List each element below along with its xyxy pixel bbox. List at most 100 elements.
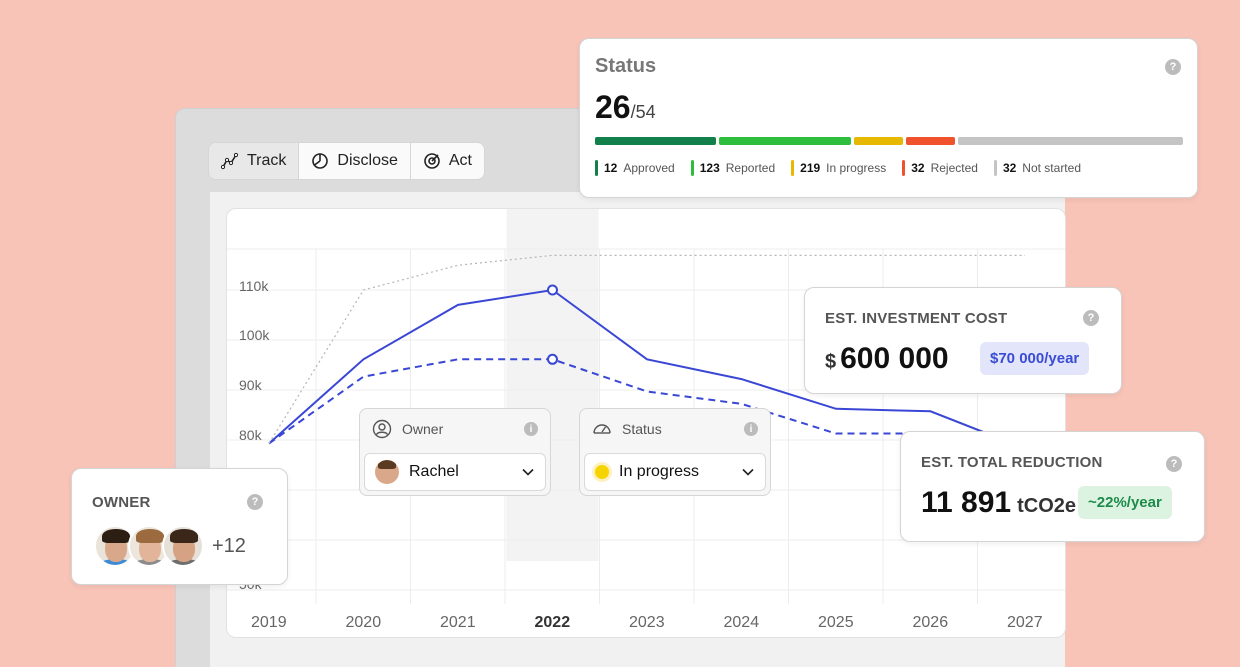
x-tick-label: 2025 <box>818 614 854 631</box>
x-tick-label: 2024 <box>724 614 760 631</box>
series-marker <box>547 353 558 365</box>
y-tick-label: 110k <box>239 278 269 294</box>
x-tick-label: 2022 <box>535 614 571 631</box>
legend-item: 12 Approved <box>595 160 675 176</box>
legend-swatch <box>993 160 997 176</box>
legend-item: 32 Not started <box>993 160 1081 176</box>
help-icon[interactable]: ? <box>1083 310 1099 326</box>
chevron-down-icon <box>742 468 754 476</box>
investment-value: $ 600 000 <box>825 342 949 376</box>
status-legend: 12 Approved 123 Reported 219 In progress 32 Rej… <box>595 160 1081 176</box>
gauge-icon <box>593 424 611 434</box>
owner-filter: Owner i Rachel <box>359 408 551 496</box>
status-count-total: /54 <box>630 102 656 122</box>
status-card: Status ? 26/54 12 Approved 123 Reported 219 I… <box>579 38 1198 198</box>
reduction-value: 11 891 tCO2e <box>921 486 1076 520</box>
status-title: Status <box>595 55 657 77</box>
legend-swatch <box>595 160 598 176</box>
user-circle-icon <box>372 419 392 439</box>
owner-avatars[interactable]: +12 <box>94 525 246 567</box>
view-tabs: Track Disclose Act <box>208 142 485 180</box>
status-count: 26/54 <box>595 89 656 126</box>
tab-disclose[interactable]: Disclose <box>299 143 411 179</box>
investment-amount: 600 000 <box>840 342 949 375</box>
investment-per-year-badge: $70 000/year <box>980 342 1090 375</box>
more-owners-count[interactable]: +12 <box>212 534 246 557</box>
x-tick-label: 2021 <box>440 614 476 631</box>
status-progress-bar <box>595 137 1183 145</box>
legend-count: 32 <box>1002 161 1017 175</box>
avatar <box>375 460 399 484</box>
status-filter-label: Status <box>622 421 662 437</box>
tab-track[interactable]: Track <box>209 143 300 179</box>
x-tick-label: 2023 <box>629 614 665 631</box>
x-tick-label: 2019 <box>251 614 287 631</box>
status-select-value: In progress <box>619 463 700 480</box>
investment-title: EST. INVESTMENT COST <box>825 310 1008 327</box>
legend-count: 12 <box>604 161 618 175</box>
y-tick-label: 100k <box>239 327 270 343</box>
reduction-unit: tCO2e <box>1017 495 1077 517</box>
legend-label: Not started <box>1022 161 1081 175</box>
owner-select[interactable]: Rachel <box>364 453 546 491</box>
legend-count: 219 <box>800 161 821 175</box>
info-icon[interactable]: i <box>524 422 538 436</box>
status-segment <box>854 137 904 145</box>
status-segment <box>595 137 716 145</box>
legend-swatch <box>791 160 795 176</box>
series-line-dashed <box>268 358 1026 460</box>
legend-label: Approved <box>623 161 675 175</box>
owner-card: OWNER ? +12 <box>71 468 288 585</box>
legend-label: Rejected <box>930 161 978 175</box>
tab-act[interactable]: Act <box>410 143 484 179</box>
tab-label: Act <box>448 152 472 169</box>
legend-label: In progress <box>826 161 887 175</box>
avatar[interactable] <box>162 525 204 567</box>
legend-item: 32 Rejected <box>902 160 978 176</box>
status-segment <box>906 137 956 145</box>
x-tick-label: 2027 <box>1007 614 1043 631</box>
status-segment <box>718 137 852 145</box>
series-marker <box>547 284 558 296</box>
chevron-down-icon <box>522 468 534 476</box>
help-icon[interactable]: ? <box>1165 59 1181 75</box>
status-count-value: 26 <box>595 89 631 125</box>
owner-filter-label: Owner <box>402 421 444 437</box>
owner-select-value: Rachel <box>409 463 459 480</box>
total-reduction-card: EST. TOTAL REDUCTION ? 11 891 tCO2e ~22%… <box>900 431 1205 542</box>
help-icon[interactable]: ? <box>1166 456 1182 472</box>
legend-label: Reported <box>725 161 776 175</box>
legend-swatch <box>690 160 694 176</box>
help-icon[interactable]: ? <box>247 494 263 510</box>
x-tick-label: 2020 <box>346 614 382 631</box>
status-filter-header: Status i <box>592 419 758 439</box>
reduction-amount: 11 891 <box>921 486 1012 519</box>
reduction-title: EST. TOTAL REDUCTION <box>921 454 1103 471</box>
y-tick-label: 90k <box>239 377 263 393</box>
target-icon <box>424 153 440 169</box>
legend-item: 123 Reported <box>690 160 776 176</box>
tab-label: Track <box>247 152 287 169</box>
avatar[interactable] <box>94 525 136 567</box>
x-tick-label: 2026 <box>913 614 949 631</box>
legend-count: 32 <box>911 161 925 175</box>
tab-label: Disclose <box>337 152 398 169</box>
pie-chart-icon <box>312 153 329 169</box>
status-select[interactable]: In progress <box>584 453 766 491</box>
currency-symbol: $ <box>825 351 837 373</box>
in-progress-dot-icon <box>595 465 609 479</box>
legend-swatch <box>902 160 906 176</box>
investment-cost-card: EST. INVESTMENT COST ? $ 600 000 $70 000… <box>804 287 1122 394</box>
highlight-column <box>506 209 599 561</box>
owner-filter-header: Owner i <box>372 419 538 439</box>
trend-line-icon <box>221 152 239 170</box>
reduction-per-year-badge: ~22%/year <box>1078 486 1172 519</box>
owner-title: OWNER <box>92 494 151 511</box>
status-filter: Status i In progress <box>579 408 771 496</box>
info-icon[interactable]: i <box>744 422 758 436</box>
legend-count: 123 <box>699 161 720 175</box>
y-tick-label: 80k <box>239 427 263 443</box>
legend-item: 219 In progress <box>791 160 886 176</box>
status-segment <box>958 137 1183 145</box>
series-line-solid <box>268 288 1026 450</box>
